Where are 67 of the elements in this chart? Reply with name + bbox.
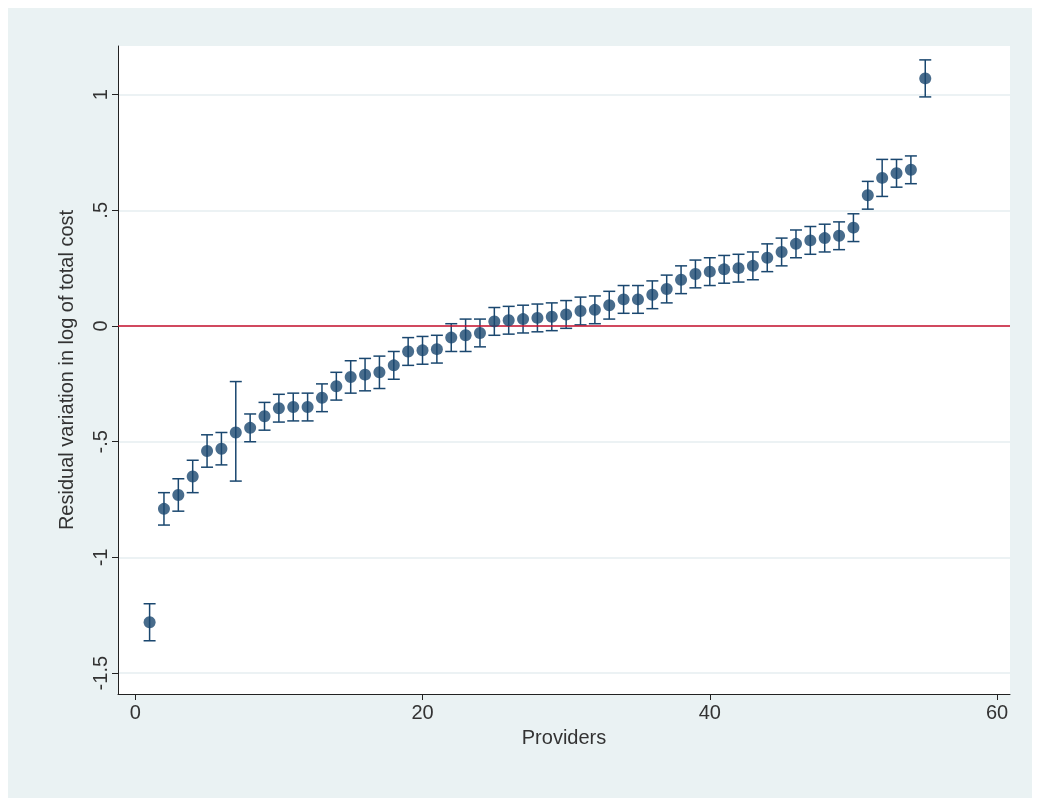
point — [402, 345, 415, 358]
point — [416, 344, 429, 357]
point — [287, 401, 300, 414]
point — [488, 315, 501, 328]
point — [833, 229, 846, 242]
point — [847, 221, 860, 234]
y-tick-label: -.5 — [89, 430, 111, 454]
point — [215, 442, 228, 455]
point — [201, 445, 214, 457]
point — [143, 616, 156, 629]
point — [775, 245, 788, 258]
y-tick-label: -1 — [89, 548, 111, 567]
x-tick-label: 60 — [985, 701, 1009, 723]
point — [876, 171, 889, 184]
point — [818, 232, 831, 245]
point — [157, 502, 170, 515]
point — [330, 380, 343, 393]
y-tick-label: 1 — [89, 89, 111, 101]
point — [430, 343, 443, 356]
point — [574, 304, 587, 317]
point — [560, 308, 573, 321]
point — [703, 265, 716, 278]
point — [502, 314, 515, 327]
point — [373, 366, 386, 379]
point — [804, 234, 817, 247]
point — [660, 283, 673, 295]
point — [445, 331, 458, 344]
x-tick-label: 20 — [411, 701, 434, 723]
point — [531, 311, 544, 324]
point — [890, 167, 903, 180]
point — [861, 189, 874, 202]
point — [588, 303, 601, 316]
point — [631, 293, 644, 306]
point — [229, 426, 242, 439]
point — [904, 163, 917, 176]
point — [689, 267, 702, 280]
x-tick-label: 0 — [129, 701, 141, 723]
point — [301, 401, 314, 414]
point — [272, 402, 285, 415]
point — [732, 262, 745, 275]
y-tick-label: -1.5 — [89, 655, 111, 691]
point — [172, 488, 185, 501]
point — [315, 391, 328, 404]
point — [545, 310, 558, 323]
point — [919, 72, 932, 85]
point — [517, 313, 530, 326]
point — [718, 263, 731, 276]
point — [359, 368, 372, 381]
point — [258, 410, 271, 423]
x-axis-title: Providers — [521, 725, 607, 748]
point — [473, 326, 486, 339]
point — [603, 299, 616, 312]
point — [675, 273, 688, 286]
y-tick-label: 0 — [89, 320, 111, 332]
point — [344, 370, 357, 383]
point — [761, 251, 774, 264]
y-axis-title: Residual variation in log of total cost — [55, 209, 77, 531]
point — [789, 237, 802, 250]
point — [617, 293, 630, 306]
point — [186, 470, 199, 483]
point — [746, 259, 759, 272]
point — [387, 359, 400, 372]
point — [244, 421, 257, 434]
point — [459, 329, 472, 342]
y-tick-label: .5 — [89, 201, 111, 219]
x-tick-label: 40 — [698, 701, 721, 723]
point — [646, 288, 659, 301]
